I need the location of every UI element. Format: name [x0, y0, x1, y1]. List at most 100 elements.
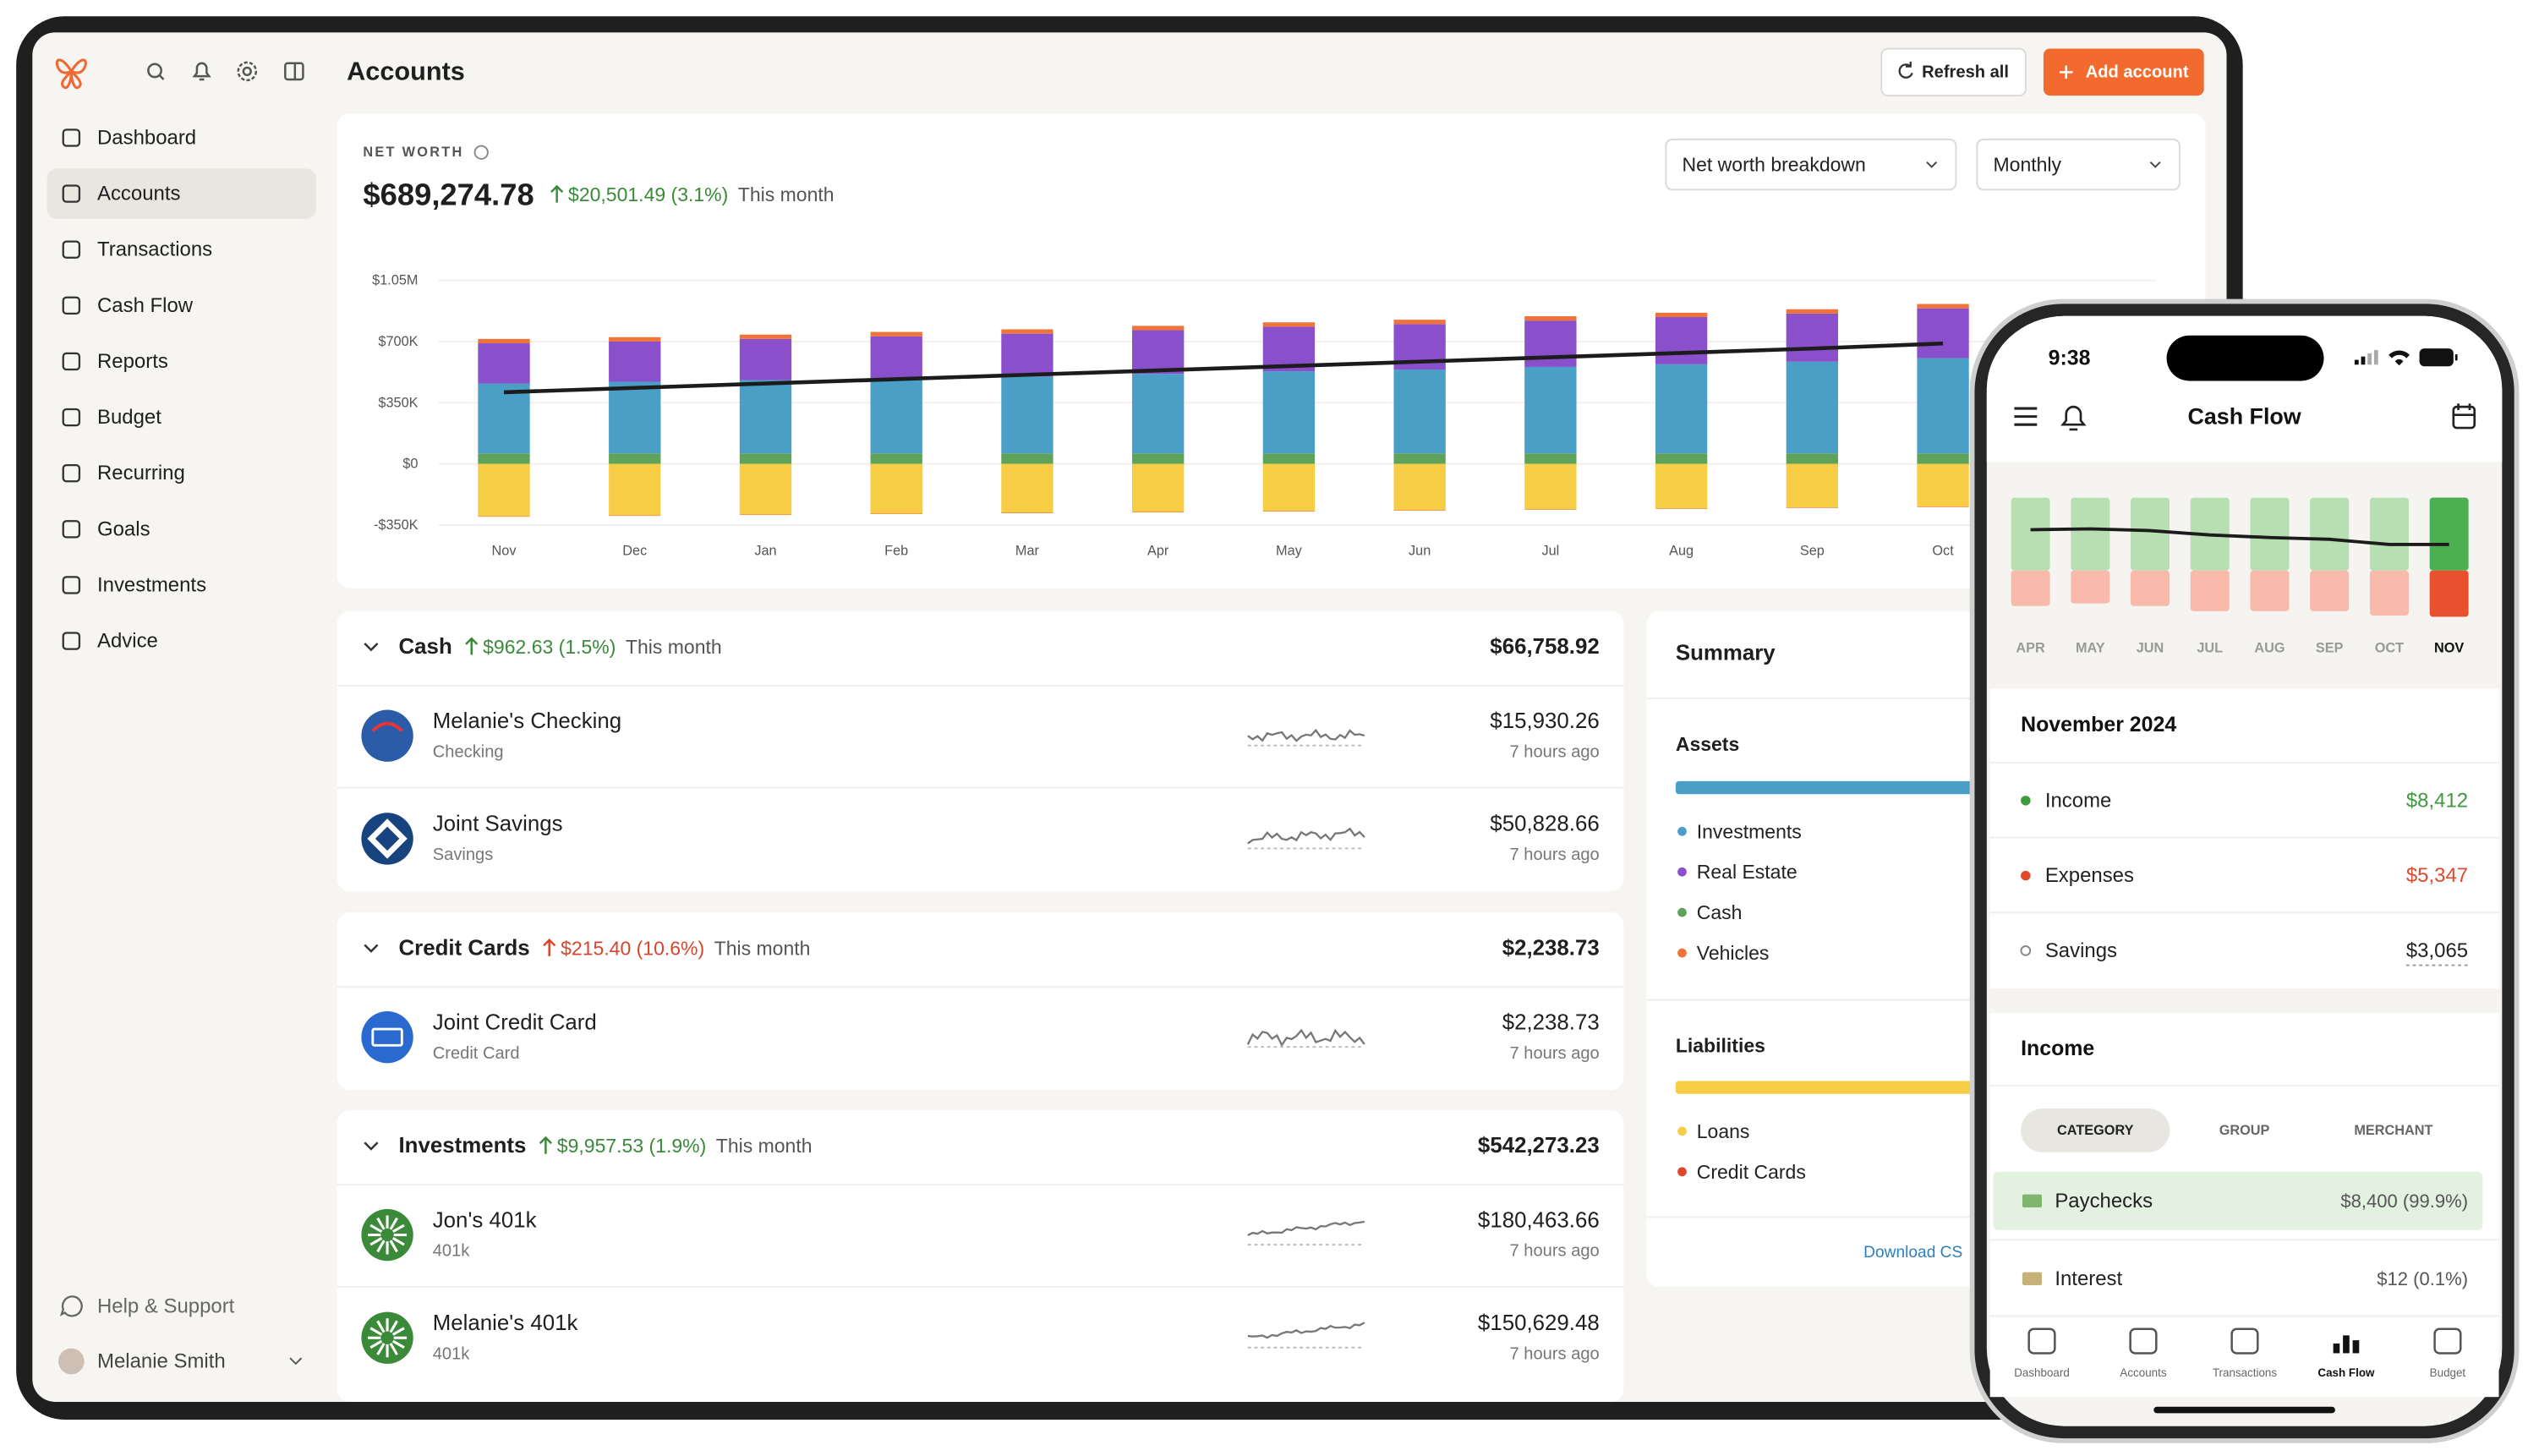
breakdown-dropdown[interactable] [1665, 138, 1957, 191]
expense-bar [2190, 570, 2230, 611]
tab[interactable]: GROUP [2219, 1123, 2270, 1138]
account-balance: $50,828.66 [1490, 813, 1599, 836]
refresh-label[interactable]: Refresh all [1922, 63, 2009, 81]
nav-icon [62, 352, 81, 371]
tab[interactable]: CATEGORY [2057, 1123, 2134, 1138]
bar-segment [609, 337, 661, 342]
nav-item[interactable]: Budget [97, 406, 161, 429]
group-name[interactable]: Investments [399, 1134, 527, 1158]
logo-mark [389, 1217, 398, 1230]
tab-active[interactable] [2021, 1108, 2170, 1152]
tab-icon [2333, 1343, 2340, 1354]
group-name[interactable]: Cash [399, 635, 452, 659]
change-arrow [543, 938, 556, 956]
nav-item[interactable]: Investments [97, 573, 206, 596]
group-period: This month [626, 636, 722, 658]
x-tick-label: Apr [1147, 544, 1169, 559]
logo-mark [376, 1343, 386, 1355]
account-name[interactable]: Jon's 401k [433, 1208, 537, 1232]
account-name[interactable]: Melanie's Checking [433, 709, 621, 733]
x-tick-label: Sep [1800, 544, 1825, 559]
help-link[interactable]: Help & Support [97, 1295, 235, 1317]
bar-segment [1393, 453, 1446, 464]
bar-segment [609, 341, 661, 382]
nav-item[interactable]: Recurring [97, 462, 185, 484]
tab-icon [2352, 1340, 2360, 1354]
phone-title: Cash Flow [2188, 404, 2301, 430]
tab-label[interactable]: Accounts [2120, 1366, 2166, 1379]
calendar-icon[interactable] [2452, 403, 2476, 430]
toolbar-icons[interactable] [147, 61, 304, 82]
account-logo [361, 813, 413, 865]
nav-item[interactable]: Advice [97, 630, 158, 653]
account-logo [361, 1311, 413, 1364]
account-name[interactable]: Joint Savings [433, 813, 563, 836]
home-indicator [2153, 1406, 2335, 1414]
tab-label[interactable]: Transactions [2213, 1366, 2278, 1379]
nav-item[interactable]: Transactions [97, 238, 212, 261]
category-label[interactable]: Paychecks [2055, 1190, 2153, 1212]
cash-flow-chart: APR MAY JUN JUL AUG SEP OCT NOV [2011, 497, 2469, 656]
tab-label[interactable]: Budget [2430, 1366, 2466, 1379]
logo-mark [391, 1339, 405, 1349]
y-tick-label: -$350K [374, 517, 419, 533]
y-tick-label: $1.05M [372, 273, 418, 288]
info-icon[interactable] [473, 145, 489, 160]
group-total: $2,238.73 [1502, 936, 1600, 960]
expense-bar [2071, 570, 2110, 604]
collapse-chevron[interactable] [364, 944, 379, 953]
breakdown-label[interactable]: Net worth breakdown [1683, 154, 1866, 176]
bar-segment [739, 463, 792, 515]
legend-label: Investments [1697, 820, 1802, 842]
bar-segment [1917, 358, 1969, 454]
bar-segment [1786, 309, 1839, 314]
collapse-chevron[interactable] [364, 643, 379, 652]
group-name[interactable]: Credit Cards [399, 936, 530, 960]
sparkline [1247, 1220, 1365, 1236]
bar-segment [1524, 315, 1577, 321]
logo-mark [376, 1217, 386, 1230]
refresh-button[interactable] [1880, 47, 2027, 97]
x-tick-label: Oct [1932, 544, 1954, 559]
nav-item[interactable]: Cash Flow [97, 294, 194, 317]
avatar [58, 1348, 85, 1375]
summary-legend: Investments Real Estate Cash Vehicles Loans C… [1677, 820, 1806, 1183]
nav-item[interactable]: Reports [97, 350, 168, 373]
bar-segment [478, 383, 530, 454]
add-label[interactable]: Add account [2086, 63, 2189, 81]
category-icon [2022, 1194, 2042, 1207]
collapse-chevron[interactable] [364, 1141, 379, 1151]
tab[interactable]: MERCHANT [2354, 1123, 2432, 1138]
bell-icon[interactable] [2060, 405, 2087, 431]
account-name[interactable]: Melanie's 401k [433, 1311, 578, 1335]
bar-segment [739, 453, 792, 464]
tab-label[interactable]: Dashboard [2014, 1366, 2070, 1379]
bar-segment [1132, 330, 1185, 375]
nav-item[interactable]: Accounts [97, 183, 180, 205]
row-label: Savings [2045, 939, 2117, 962]
x-tick-label: Mar [1015, 544, 1040, 559]
tab-label[interactable]: Cash Flow [2317, 1366, 2375, 1379]
nav-icon [62, 520, 81, 539]
bar-segment [1786, 453, 1839, 464]
x-tick-label: Feb [884, 544, 908, 559]
sparkline [1247, 827, 1365, 845]
category-label[interactable]: Interest [2055, 1267, 2122, 1290]
bar-segment [1786, 361, 1839, 454]
interval-label[interactable]: Monthly [1994, 154, 2062, 176]
logo-mark [391, 1327, 405, 1336]
nav-item[interactable]: Goals [97, 517, 150, 540]
bar-segment [1132, 463, 1185, 512]
bar-segment [1655, 453, 1708, 464]
add-button[interactable] [2043, 48, 2204, 96]
interval-dropdown[interactable] [1976, 138, 2181, 191]
logo-mark [389, 1240, 398, 1253]
download-link[interactable]: Download CS [1863, 1244, 1962, 1262]
account-name[interactable]: Joint Credit Card [433, 1010, 597, 1034]
account-balance: $180,463.66 [1478, 1208, 1600, 1232]
menu-icon[interactable] [2014, 407, 2038, 426]
nav-item[interactable]: Dashboard [97, 126, 196, 149]
legend-dot [1677, 907, 1687, 917]
user-name[interactable]: Melanie Smith [97, 1350, 226, 1373]
